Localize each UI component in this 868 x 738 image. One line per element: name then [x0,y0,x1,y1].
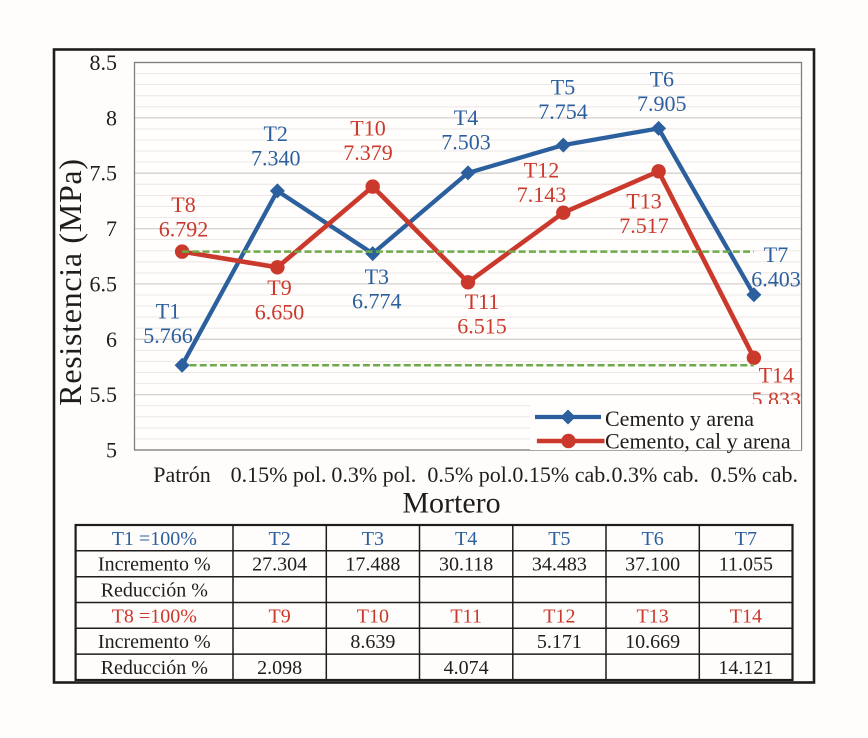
svg-text:Reducción %: Reducción % [101,657,208,679]
svg-text:6.403: 6.403 [751,267,801,292]
svg-text:5.171: 5.171 [537,631,582,653]
svg-text:8.639: 8.639 [350,631,395,653]
svg-text:T5: T5 [548,528,570,550]
svg-text:Mortero: Mortero [402,487,500,520]
svg-text:T14: T14 [730,605,762,627]
svg-text:0.15% cab.: 0.15% cab. [512,462,610,487]
svg-text:T7: T7 [764,242,788,267]
svg-text:0.5% pol.: 0.5% pol. [427,462,512,487]
svg-text:37.100: 37.100 [625,554,680,576]
svg-text:T10: T10 [357,605,389,627]
svg-text:T2: T2 [263,121,287,146]
svg-text:7: 7 [106,216,117,241]
svg-text:27.304: 27.304 [252,554,307,576]
svg-text:10.669: 10.669 [625,631,680,653]
svg-text:T4: T4 [454,105,478,130]
svg-text:T14: T14 [759,363,794,388]
svg-text:T6: T6 [650,67,674,92]
svg-text:8.5: 8.5 [90,50,118,75]
svg-text:0.3% cab.: 0.3% cab. [612,462,699,487]
svg-text:T13: T13 [636,605,668,627]
svg-text:2.098: 2.098 [257,657,302,679]
svg-text:T3: T3 [362,528,384,550]
svg-text:Resistencia (MPa): Resistencia (MPa) [52,158,88,405]
svg-text:7.5: 7.5 [90,161,118,186]
svg-text:T4: T4 [455,528,477,550]
svg-text:T8: T8 [171,192,195,217]
svg-text:0.15% pol.: 0.15% pol. [231,462,327,487]
svg-text:6.792: 6.792 [159,216,209,241]
svg-text:6.515: 6.515 [457,313,507,338]
svg-text:7.905: 7.905 [637,91,687,116]
svg-text:T12: T12 [543,605,575,627]
svg-text:7.379: 7.379 [343,140,393,165]
svg-text:Cemento, cal y arena: Cemento, cal y arena [605,429,791,454]
svg-text:4.074: 4.074 [444,657,489,679]
svg-text:0.3% pol.: 0.3% pol. [331,462,416,487]
svg-text:T6: T6 [641,528,663,550]
svg-text:T9: T9 [268,605,290,627]
svg-text:14.121: 14.121 [718,657,773,679]
svg-text:7.503: 7.503 [441,130,491,155]
svg-text:6: 6 [106,327,117,352]
svg-text:Incremento %: Incremento % [98,554,211,576]
svg-text:T5: T5 [551,75,575,100]
svg-text:5: 5 [106,438,117,463]
svg-text:T1: T1 [156,298,180,323]
svg-text:7.340: 7.340 [251,145,301,170]
svg-text:7.754: 7.754 [538,99,588,124]
svg-text:7.517: 7.517 [619,213,669,238]
svg-text:T13: T13 [626,188,661,213]
svg-text:T2: T2 [268,528,290,550]
svg-text:T11: T11 [450,605,481,627]
svg-text:5.5: 5.5 [90,382,118,407]
svg-text:34.483: 34.483 [532,554,587,576]
svg-text:Incremento %: Incremento % [98,631,211,653]
svg-text:Cemento y arena: Cemento y arena [605,406,754,431]
svg-text:T12: T12 [524,157,559,182]
svg-text:Reducción %: Reducción % [101,580,208,602]
svg-text:6.5: 6.5 [90,271,118,296]
svg-text:6.650: 6.650 [255,299,305,324]
svg-text:0.5% cab.: 0.5% cab. [711,462,798,487]
svg-text:7.143: 7.143 [517,182,567,207]
svg-text:Patrón: Patrón [153,462,210,487]
svg-text:8: 8 [106,105,117,130]
svg-text:T7: T7 [735,528,757,550]
svg-text:T1 =100%: T1 =100% [112,528,197,550]
svg-text:T9: T9 [267,275,291,300]
svg-text:T8 =100%: T8 =100% [112,605,197,627]
svg-text:11.055: 11.055 [719,554,773,576]
svg-text:30.118: 30.118 [439,554,493,576]
svg-text:5.766: 5.766 [143,323,193,348]
svg-text:T3: T3 [365,264,389,289]
svg-text:T10: T10 [350,116,385,141]
svg-text:6.774: 6.774 [352,289,402,314]
svg-text:17.488: 17.488 [345,554,400,576]
svg-text:T11: T11 [465,289,500,314]
